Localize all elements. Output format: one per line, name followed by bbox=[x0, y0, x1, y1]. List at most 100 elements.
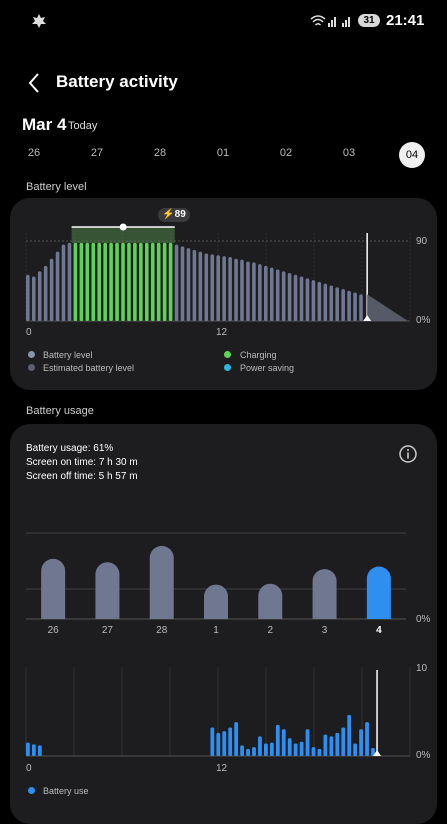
battery-level-bar bbox=[204, 253, 209, 321]
hourly-usage-chart[interactable] bbox=[10, 662, 437, 762]
hourly-usage-bar bbox=[287, 738, 292, 756]
day-04-selected[interactable]: 04 bbox=[399, 142, 425, 168]
legend-dot-battery-use bbox=[28, 787, 35, 794]
charging-bar bbox=[97, 242, 101, 321]
daily-usage-bar bbox=[149, 545, 174, 619]
charging-bar bbox=[85, 242, 90, 321]
legend-battery-use: Battery use bbox=[43, 786, 89, 796]
charging-bar bbox=[127, 242, 131, 321]
battery-level-bar bbox=[210, 254, 215, 321]
battery-level-bar bbox=[67, 242, 72, 321]
current-time-marker bbox=[363, 315, 372, 321]
estimated-battery-area bbox=[367, 294, 408, 321]
hourly-usage-bar bbox=[299, 741, 304, 756]
hourly-usage-bar bbox=[359, 729, 363, 756]
hourly-usage-bar bbox=[240, 745, 244, 756]
info-icon[interactable] bbox=[398, 444, 418, 464]
battery-level-bar bbox=[43, 265, 48, 321]
battery-level-bar bbox=[269, 267, 274, 321]
battery-level-chart[interactable] bbox=[10, 198, 437, 348]
hourly-usage-bar bbox=[305, 729, 310, 756]
bolt-icon: ⚡ bbox=[162, 209, 175, 220]
battery-level-bar bbox=[359, 294, 363, 321]
hourly-usage-bar bbox=[347, 715, 352, 756]
battery-level-bar bbox=[61, 244, 66, 321]
hourly-usage-bar bbox=[341, 727, 346, 756]
charging-bar bbox=[139, 242, 143, 321]
day-28[interactable]: 28 bbox=[153, 147, 167, 159]
battery-level-bar bbox=[317, 281, 322, 321]
daily-x-label: 28 bbox=[156, 625, 168, 636]
legend-power-saving: Power saving bbox=[240, 363, 295, 373]
battery-level-bar bbox=[258, 264, 262, 321]
battery-level-label: Battery level bbox=[26, 181, 87, 193]
charging-bar bbox=[168, 242, 173, 321]
hourly-usage-bar bbox=[234, 722, 239, 756]
battery-level-bar bbox=[228, 257, 232, 321]
charging-bar bbox=[103, 242, 107, 321]
battery-level-bar bbox=[37, 271, 42, 321]
hourly-usage-bar bbox=[228, 727, 233, 756]
daily-x-label: 26 bbox=[48, 625, 60, 636]
usage-percent: Battery usage: 61% bbox=[26, 443, 114, 454]
day-26[interactable]: 26 bbox=[27, 147, 41, 159]
daily-usage-bar bbox=[312, 569, 337, 619]
charging-bar bbox=[91, 242, 96, 321]
legend-dot-battery-level bbox=[28, 351, 35, 358]
battery-level-bar bbox=[287, 273, 292, 321]
battery-level-bar bbox=[305, 278, 310, 321]
back-icon[interactable] bbox=[26, 72, 44, 94]
battery-level-bar bbox=[323, 283, 328, 321]
current-time-marker bbox=[373, 750, 382, 756]
selected-date: Mar 4 bbox=[22, 115, 67, 134]
daily-bottom-label: 0% bbox=[416, 614, 431, 625]
day-03[interactable]: 03 bbox=[342, 147, 356, 159]
daily-x-label: 2 bbox=[268, 625, 274, 636]
day-01[interactable]: 01 bbox=[216, 147, 230, 159]
hourly-top-label: 10 bbox=[416, 663, 428, 674]
hourly-usage-bar bbox=[317, 748, 322, 756]
battery-level-bar bbox=[198, 251, 203, 321]
day-27[interactable]: 27 bbox=[90, 147, 104, 159]
day-02[interactable]: 02 bbox=[279, 147, 293, 159]
battery-level-bar bbox=[329, 285, 334, 321]
y-top-label: 90 bbox=[416, 236, 428, 247]
hourly-usage-bar bbox=[222, 731, 227, 756]
charging-bar bbox=[79, 242, 84, 321]
daily-usage-bar bbox=[366, 566, 391, 619]
hourly-usage-bar bbox=[281, 729, 286, 756]
legend-charging: Charging bbox=[240, 350, 277, 360]
battery-level-bar bbox=[31, 276, 36, 321]
hourly-usage-bar bbox=[311, 747, 316, 756]
charging-bar bbox=[73, 242, 78, 321]
charging-bar bbox=[115, 242, 119, 321]
charging-bar bbox=[150, 242, 155, 321]
hourly-usage-bar bbox=[293, 743, 298, 756]
hourly-usage-bar bbox=[37, 745, 42, 756]
app-notification-icon bbox=[32, 14, 46, 28]
battery-level-bar bbox=[347, 290, 351, 321]
battery-usage-label: Battery usage bbox=[26, 405, 94, 417]
battery-level-bar bbox=[311, 280, 316, 321]
battery-level-bar bbox=[192, 249, 197, 321]
page-title: Battery activity bbox=[56, 72, 178, 91]
battery-level-bar bbox=[335, 287, 339, 321]
hourly-usage-bar bbox=[269, 742, 274, 756]
battery-level-bar bbox=[180, 246, 185, 321]
hourly-usage-bar bbox=[329, 736, 334, 756]
charging-bar bbox=[145, 242, 149, 321]
battery-level-bar bbox=[252, 262, 256, 321]
charging-bar bbox=[162, 242, 167, 321]
daily-x-label: 4 bbox=[376, 625, 382, 636]
x-label-0: 0 bbox=[26, 327, 32, 338]
charging-range-marker bbox=[119, 223, 127, 231]
hourly-x-label-0: 0 bbox=[26, 763, 32, 774]
wifi-icon bbox=[310, 15, 326, 26]
legend-dot-power-saving bbox=[224, 364, 231, 371]
battery-level-bar bbox=[293, 274, 298, 321]
daily-x-label: 3 bbox=[322, 625, 328, 636]
daily-usage-chart[interactable]: 26 27 28 1 2 3 4 bbox=[10, 520, 437, 640]
battery-level-bar bbox=[281, 271, 286, 321]
battery-level-bar bbox=[26, 274, 30, 321]
charging-bar bbox=[156, 242, 161, 321]
